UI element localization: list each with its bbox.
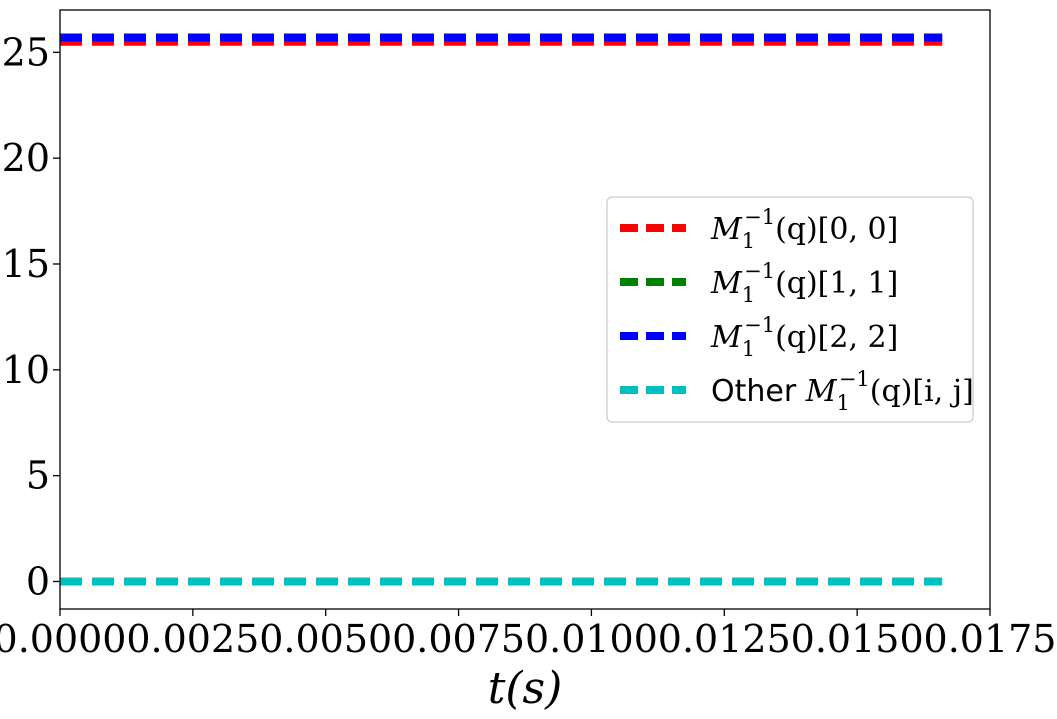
- legend-label-1: M1−1(q)[1, 1]: [710, 259, 898, 307]
- plot-frame: [59, 9, 991, 610]
- x-tick-label: 0.0175: [924, 617, 1057, 661]
- x-tick-label: 0.0025: [126, 617, 259, 661]
- x-axis-ticks: 0.0000 0.0025 0.0050 0.0075 0.0100 0.0125 0.01…: [0, 609, 1056, 661]
- x-tick-label: 0.0000: [0, 617, 126, 661]
- x-axis-label: t(s): [488, 663, 563, 714]
- x-tick-label: 0.0050: [259, 617, 392, 661]
- legend-label-2: M1−1(q)[2, 2]: [710, 313, 898, 361]
- legend: M1−1(q)[0, 0] M1−1(q)[1, 1] M1−1(q)[2, 2] O…: [606, 196, 974, 423]
- legend-label-0: M1−1(q)[0, 0]: [710, 205, 898, 253]
- x-tick-label: 0.0075: [392, 617, 525, 661]
- y-tick-label: 5: [26, 454, 50, 498]
- series-layer: [60, 33, 943, 586]
- y-tick-label: 25: [2, 30, 50, 74]
- y-axis-ticks: 0 5 10 15 20 25: [2, 30, 60, 603]
- legend-label-3: Other M1−1(q)[i, j]: [711, 367, 974, 415]
- x-tick-label: 0.0125: [658, 617, 791, 661]
- x-tick-label: 0.0100: [525, 617, 658, 661]
- y-tick-label: 20: [2, 136, 50, 180]
- y-tick-label: 15: [2, 242, 50, 286]
- x-tick-label: 0.0150: [791, 617, 924, 661]
- legend-box: [606, 196, 974, 423]
- y-tick-label: 0: [26, 559, 50, 603]
- y-tick-label: 10: [2, 348, 50, 392]
